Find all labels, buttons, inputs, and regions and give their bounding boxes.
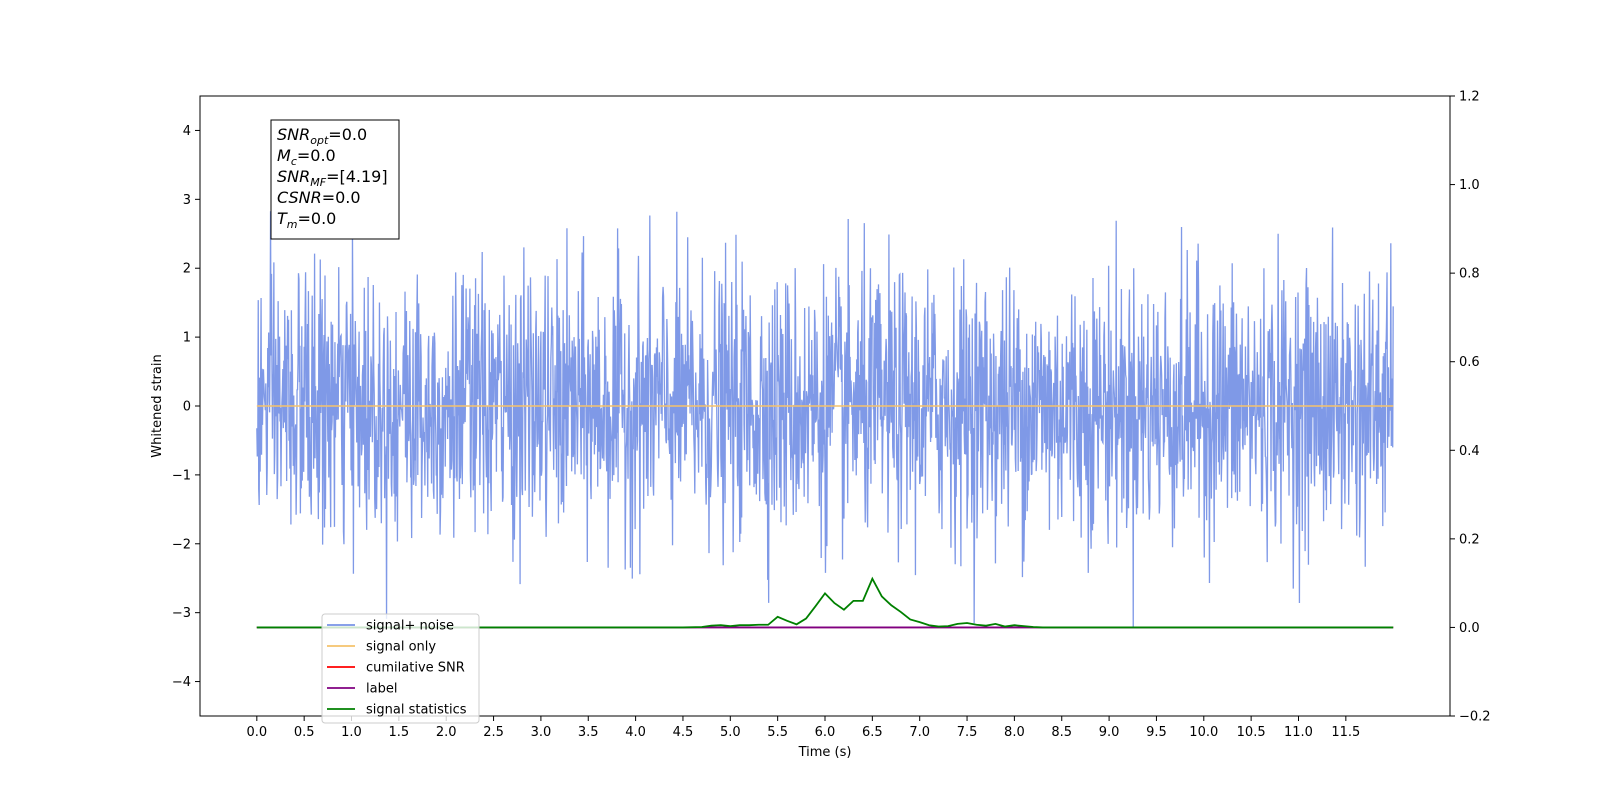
y-axis-label: Whitened strain <box>150 354 165 457</box>
x-tick-label: 4.0 <box>625 725 646 740</box>
x-tick-label: 0.5 <box>294 725 315 740</box>
annotation-line: CSNR=0.0 <box>277 188 361 207</box>
x-tick-label: 9.0 <box>1099 725 1120 740</box>
legend-label: signal only <box>366 640 436 655</box>
x-tick-label: 8.0 <box>1004 725 1025 740</box>
y2-tick-label: 1.2 <box>1459 90 1480 105</box>
annotation-line: SNRMF=[4.19] <box>277 167 388 189</box>
y2-tick-label: 0.6 <box>1459 355 1480 370</box>
y-tick-label: −1 <box>172 468 191 483</box>
x-tick-label: 5.0 <box>720 725 741 740</box>
x-tick-label: 7.5 <box>957 725 978 740</box>
legend-label: cumilative SNR <box>366 661 465 676</box>
y-tick-label: −2 <box>172 537 191 552</box>
x-tick-label: 10.5 <box>1237 725 1266 740</box>
y-tick-label: 2 <box>183 262 191 277</box>
legend: signal+ noise signal only cumilative SNR la… <box>321 613 480 724</box>
legend-label: label <box>366 682 397 697</box>
x-tick-label: 6.5 <box>862 725 883 740</box>
y2-tick-label: −0.2 <box>1459 710 1491 725</box>
x-tick-label: 9.5 <box>1146 725 1167 740</box>
y2-tick-label: 1.0 <box>1459 178 1480 193</box>
series-signal-noise-line <box>256 211 1394 628</box>
x-tick-label: 3.0 <box>531 725 552 740</box>
x-tick-label: 4.5 <box>673 725 694 740</box>
y-axis-left: 4 3 2 1 0 −1 −2 −3 −4 <box>172 124 200 690</box>
x-tick-label: 11.0 <box>1284 725 1313 740</box>
x-tick-label: 0.0 <box>246 725 267 740</box>
x-tick-label: 7.0 <box>909 725 930 740</box>
x-tick-label: 8.5 <box>1051 725 1072 740</box>
series-signal-statistics-line <box>256 576 1394 629</box>
annotation-line: Mc=0.0 <box>277 146 336 168</box>
x-tick-label: 5.5 <box>767 725 788 740</box>
x-tick-label: 2.0 <box>436 725 457 740</box>
x-tick-label: 10.0 <box>1189 725 1218 740</box>
x-tick-label: 6.0 <box>815 725 836 740</box>
y2-tick-label: 0.0 <box>1459 621 1480 636</box>
series-layer <box>256 211 1394 629</box>
annotation-line: Tm=0.0 <box>277 209 336 231</box>
y-tick-label: 1 <box>183 331 191 346</box>
legend-label: signal statistics <box>366 703 467 718</box>
x-axis: 0.0 0.5 1.0 1.5 2.0 2.5 3.0 3.5 4.0 4.5 5.0 5.5 6.0 6… <box>246 716 1360 740</box>
y2-tick-label: 0.4 <box>1459 444 1480 459</box>
y2-tick-label: 0.8 <box>1459 267 1480 282</box>
x-tick-label: 1.0 <box>341 725 362 740</box>
y-axis-right: 1.2 1.0 0.8 0.6 0.4 0.2 0.0 −0.2 <box>1450 90 1491 725</box>
annotation-line: SNRopt=0.0 <box>277 125 367 147</box>
y-tick-label: 4 <box>183 124 191 139</box>
x-tick-label: 2.5 <box>483 725 504 740</box>
legend-label: signal+ noise <box>366 619 454 634</box>
x-tick-label: 1.5 <box>389 725 410 740</box>
x-axis-label: Time (s) <box>798 745 852 760</box>
legend-frame <box>321 613 480 724</box>
y2-tick-label: 0.2 <box>1459 532 1480 547</box>
y-tick-label: −3 <box>172 606 191 621</box>
y-tick-label: 3 <box>183 193 191 208</box>
y-tick-label: −4 <box>172 675 191 690</box>
x-tick-label: 3.5 <box>578 725 599 740</box>
x-tick-label: 11.5 <box>1331 725 1360 740</box>
y-tick-label: 0 <box>183 400 191 415</box>
